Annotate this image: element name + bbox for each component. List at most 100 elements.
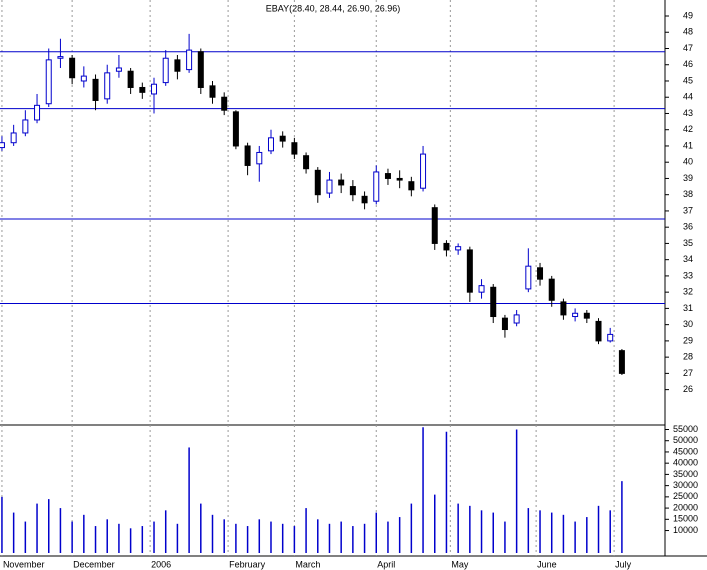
- y-tick-label: 39: [683, 173, 693, 183]
- candle-body: [455, 246, 462, 251]
- y-tick-label: 33: [683, 270, 693, 280]
- candle-body: [478, 285, 485, 293]
- candle-body: [139, 86, 146, 93]
- x-tick-label: 2006: [151, 559, 171, 569]
- y-tick-label: 32: [683, 287, 693, 297]
- y-tick-label: 38: [683, 189, 693, 199]
- candle-body: [10, 132, 17, 144]
- candle-body: [618, 350, 625, 374]
- candle-body: [396, 177, 403, 181]
- candle-body: [256, 151, 263, 165]
- y-tick-label: 31: [683, 303, 693, 313]
- candle-body: [186, 49, 193, 71]
- candle-body: [443, 242, 450, 251]
- candle-body: [431, 207, 438, 244]
- candle-body: [537, 267, 544, 280]
- candle-body: [361, 195, 368, 204]
- y-tick-label: 28: [683, 352, 693, 362]
- candle-body: [127, 70, 134, 88]
- y2-tick-label: 25000: [673, 491, 698, 501]
- candle-body: [22, 119, 29, 134]
- candle-body: [408, 181, 415, 191]
- candle-body: [513, 314, 520, 324]
- candle-body: [221, 96, 228, 111]
- y-tick-label: 36: [683, 222, 693, 232]
- y2-tick-label: 40000: [673, 458, 698, 468]
- candle-body: [57, 56, 64, 59]
- y2-tick-label: 45000: [673, 446, 698, 456]
- chart-title: EBAY(28.40, 28.44, 26.90, 26.96): [266, 3, 400, 13]
- candle-body: [291, 142, 298, 155]
- candle-body: [279, 135, 286, 142]
- y-tick-label: 47: [683, 43, 693, 53]
- x-tick-label: March: [295, 559, 320, 569]
- candle-body: [326, 179, 333, 194]
- candle-body: [607, 333, 614, 342]
- candle-body: [197, 51, 204, 88]
- candle-body: [303, 155, 310, 170]
- y-tick-label: 49: [683, 10, 693, 20]
- y-tick-label: 46: [683, 59, 693, 69]
- candle-body: [115, 67, 122, 72]
- y-tick-label: 41: [683, 140, 693, 150]
- candle-body: [338, 179, 345, 186]
- candle-body: [151, 83, 158, 95]
- candle-body: [384, 173, 391, 179]
- y-tick-label: 30: [683, 319, 693, 329]
- candle-body: [595, 320, 602, 342]
- y2-tick-label: 50000: [673, 435, 698, 445]
- y-tick-label: 42: [683, 124, 693, 134]
- candle-body: [45, 59, 52, 105]
- candle-body: [420, 153, 427, 189]
- y-tick-label: 26: [683, 384, 693, 394]
- y2-tick-label: 30000: [673, 480, 698, 490]
- candle-body: [92, 78, 99, 101]
- y2-tick-label: 15000: [673, 514, 698, 524]
- y2-tick-label: 55000: [673, 424, 698, 434]
- candle-body: [525, 265, 532, 290]
- x-tick-label: February: [229, 559, 266, 569]
- y-tick-label: 48: [683, 27, 693, 37]
- y2-tick-label: 10000: [673, 525, 698, 535]
- candle-body: [80, 75, 87, 82]
- x-tick-label: May: [451, 559, 469, 569]
- candle-body: [232, 111, 239, 147]
- candle-body: [209, 85, 216, 98]
- candle-body: [0, 142, 5, 149]
- y-tick-label: 43: [683, 108, 693, 118]
- candle-body: [548, 278, 555, 301]
- candle-body: [373, 171, 380, 202]
- candle-body: [244, 145, 251, 166]
- y-tick-label: 44: [683, 92, 693, 102]
- y-tick-label: 37: [683, 205, 693, 215]
- candle-body: [162, 57, 169, 84]
- candle-body: [104, 72, 111, 100]
- y2-tick-label: 20000: [673, 502, 698, 512]
- y-tick-label: 29: [683, 335, 693, 345]
- x-tick-label: July: [615, 559, 632, 569]
- candle-body: [349, 186, 356, 196]
- y-tick-label: 40: [683, 157, 693, 167]
- candle-body: [572, 312, 579, 318]
- candle-body: [560, 301, 567, 316]
- candle-body: [174, 59, 181, 72]
- candle-body: [466, 249, 473, 293]
- candle-body: [34, 104, 41, 121]
- y-tick-label: 34: [683, 254, 693, 264]
- x-tick-label: December: [73, 559, 115, 569]
- candle-body: [490, 286, 497, 318]
- candle-body: [69, 57, 76, 79]
- y2-tick-label: 35000: [673, 469, 698, 479]
- candle-body: [583, 312, 590, 319]
- y-tick-label: 35: [683, 238, 693, 248]
- x-tick-label: November: [3, 559, 45, 569]
- x-tick-label: April: [377, 559, 395, 569]
- candle-body: [501, 317, 508, 331]
- y-tick-label: 45: [683, 75, 693, 85]
- x-tick-label: June: [537, 559, 557, 569]
- candle-body: [267, 137, 274, 152]
- y-tick-label: 27: [683, 368, 693, 378]
- candle-body: [314, 169, 321, 196]
